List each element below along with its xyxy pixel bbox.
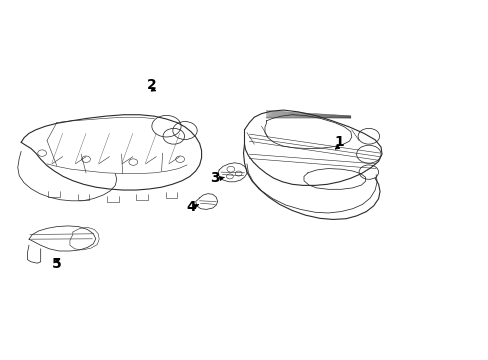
- Text: 1: 1: [334, 135, 344, 149]
- Text: 3: 3: [210, 171, 220, 185]
- Text: 4: 4: [185, 200, 195, 214]
- Text: 2: 2: [147, 78, 157, 92]
- Text: 5: 5: [52, 257, 61, 271]
